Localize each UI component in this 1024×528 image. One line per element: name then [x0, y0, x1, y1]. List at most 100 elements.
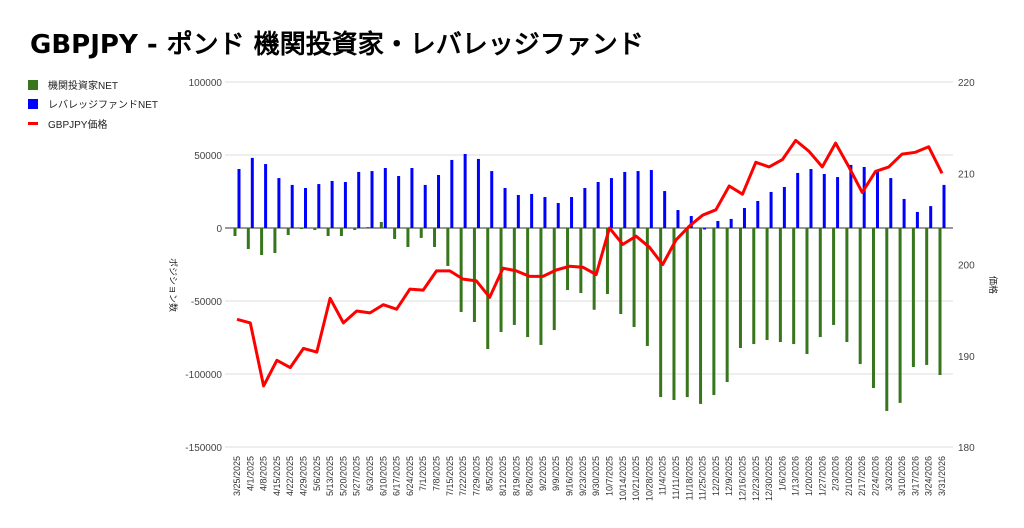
bar-leveraged: [397, 176, 401, 228]
x-tick-label: 12/2/2025: [711, 456, 721, 496]
x-tick-label: 9/16/2025: [565, 456, 575, 496]
y-tick-label: -150000: [185, 443, 222, 454]
x-tick-label: 2/3/2026: [831, 456, 841, 491]
bar-institutional: [300, 228, 304, 230]
x-tick-label: 3/24/2026: [924, 456, 934, 496]
bar-institutional: [433, 228, 437, 247]
bar-institutional: [286, 228, 290, 236]
y2-tick-label: 220: [958, 78, 975, 89]
x-tick-label: 2/17/2026: [857, 456, 867, 496]
bar-leveraged: [476, 158, 480, 228]
bar-leveraged: [437, 175, 441, 228]
bar-leveraged: [450, 159, 454, 228]
x-tick-label: 4/8/2025: [259, 456, 269, 491]
bar-leveraged: [929, 206, 933, 228]
x-tick-label: 1/6/2026: [777, 456, 787, 491]
bar-institutional: [765, 228, 769, 340]
bar-leveraged: [330, 180, 334, 228]
x-tick-label: 7/8/2025: [432, 456, 442, 491]
x-tick-label: 1/13/2026: [791, 456, 801, 496]
x-tick-label: 12/9/2025: [724, 456, 734, 496]
chart-title: GBPJPY - ポンド 機関投資家・レバレッジファンド: [30, 30, 644, 60]
bar-institutional: [925, 228, 929, 365]
bar-leveraged: [663, 191, 667, 228]
bar-institutional: [685, 228, 689, 398]
bar-leveraged: [370, 171, 374, 228]
bar-institutional: [645, 228, 649, 346]
x-tick-label: 3/31/2026: [937, 456, 947, 496]
bar-leveraged: [343, 182, 347, 228]
bar-institutional: [472, 228, 476, 323]
bar-institutional: [326, 228, 330, 237]
bar-leveraged: [516, 195, 520, 228]
bar-leveraged: [822, 173, 826, 228]
bar-institutional: [579, 228, 583, 293]
bar-institutional: [632, 228, 636, 327]
y-tick-label: 50000: [194, 151, 222, 162]
bar-leveraged: [902, 198, 906, 228]
bar-institutional: [871, 228, 875, 389]
bar-leveraged: [277, 178, 281, 228]
bar-leveraged: [317, 184, 321, 228]
bar-institutional: [659, 228, 663, 398]
legend-item-price: GBPJPY価格: [28, 116, 107, 131]
x-tick-label: 7/22/2025: [458, 456, 468, 496]
bar-leveraged: [596, 182, 600, 228]
bar-institutional: [393, 228, 397, 239]
bar-leveraged: [530, 193, 534, 228]
x-tick-label: 2/10/2026: [844, 456, 854, 496]
bar-leveraged: [862, 166, 866, 228]
x-tick-label: 10/7/2025: [604, 456, 614, 496]
legend-item-institutional: 機関投資家NET: [28, 77, 118, 92]
bar-leveraged: [463, 153, 467, 228]
x-tick-label: 2/24/2026: [870, 456, 880, 496]
bar-institutional: [273, 228, 277, 253]
x-tick-label: 5/20/2025: [338, 456, 348, 496]
legend-item-leveraged: レバレッジファンドNET: [28, 96, 158, 111]
bar-institutional: [792, 228, 796, 345]
bar-institutional: [406, 228, 410, 247]
bar-institutional: [778, 228, 782, 343]
bar-institutional: [353, 228, 357, 231]
bar-institutional: [805, 228, 809, 354]
bar-institutional: [552, 228, 556, 331]
x-tick-label: 12/23/2025: [751, 456, 761, 501]
bar-institutional: [938, 228, 942, 376]
y2-axis-title: 価格: [988, 276, 999, 294]
price-line: [236, 138, 944, 388]
x-tick-label: 7/1/2025: [418, 456, 428, 491]
bar-leveraged: [570, 197, 574, 228]
bar-institutional: [459, 228, 463, 312]
bar-institutional: [911, 228, 915, 367]
bar-leveraged: [237, 169, 241, 228]
x-tick-label: 3/25/2025: [232, 456, 242, 496]
x-tick-label: 6/3/2025: [365, 456, 375, 491]
bar-leveraged: [942, 184, 946, 228]
bar-institutional: [526, 228, 530, 338]
y-tick-label: -100000: [185, 370, 222, 381]
bar-leveraged: [889, 178, 893, 228]
x-tick-label: 10/21/2025: [631, 456, 641, 501]
bar-leveraged: [636, 171, 640, 228]
bar-institutional: [539, 228, 543, 345]
x-tick-label: 10/28/2025: [644, 456, 654, 501]
bar-institutional: [712, 228, 716, 396]
bar-leveraged: [250, 157, 254, 228]
y-axis-title: ポジション数: [168, 258, 179, 312]
bar-institutional: [832, 228, 836, 325]
x-tick-label: 4/1/2025: [245, 456, 255, 491]
bar-leveraged: [357, 171, 361, 228]
bar-institutional: [313, 228, 317, 231]
bar-institutional: [446, 228, 450, 266]
bar-leveraged: [875, 171, 879, 228]
bar-institutional: [738, 228, 742, 349]
bar-leveraged: [756, 200, 760, 228]
bar-institutional: [885, 228, 889, 411]
bar-institutional: [699, 228, 703, 404]
bar-institutional: [566, 228, 570, 291]
x-tick-label: 6/17/2025: [392, 456, 402, 496]
x-tick-label: 4/22/2025: [285, 456, 295, 496]
bar-leveraged: [383, 167, 387, 228]
bar-leveraged: [503, 187, 507, 228]
